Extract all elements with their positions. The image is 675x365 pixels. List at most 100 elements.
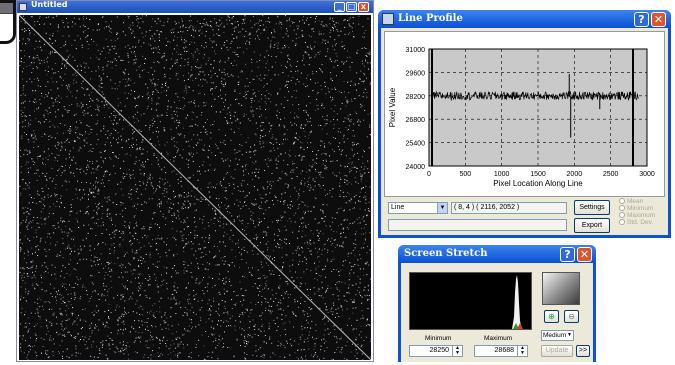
noise-pixel: [336, 281, 338, 283]
noise-pixel: [124, 287, 126, 289]
noise-pixel: [324, 167, 325, 169]
noise-pixel: [62, 265, 64, 267]
noise-pixel: [253, 186, 255, 188]
noise-pixel: [250, 146, 251, 148]
noise-pixel: [98, 89, 100, 91]
noise-pixel: [242, 228, 244, 230]
noise-pixel: [330, 100, 332, 102]
noise-pixel: [172, 237, 174, 238]
noise-pixel: [270, 356, 272, 358]
noise-pixel: [22, 78, 24, 80]
noise-pixel: [201, 45, 203, 47]
noise-pixel: [329, 225, 331, 227]
noise-pixel: [346, 180, 348, 182]
noise-pixel: [343, 227, 345, 229]
minimize-icon[interactable]: _: [334, 2, 345, 12]
noise-pixel: [154, 20, 156, 22]
noise-pixel: [229, 318, 231, 320]
noise-pixel: [96, 213, 98, 215]
noise-pixel: [349, 171, 351, 173]
noise-pixel: [215, 187, 216, 189]
noise-pixel: [293, 214, 295, 216]
noise-pixel: [62, 22, 64, 24]
noise-pixel: [175, 339, 177, 340]
noise-pixel: [251, 62, 253, 63]
noise-pixel: [149, 252, 151, 254]
noise-pixel: [63, 26, 65, 28]
noise-pixel: [133, 117, 135, 119]
noise-pixel: [139, 294, 141, 296]
noise-pixel: [197, 125, 199, 127]
noise-pixel: [333, 30, 334, 32]
noise-pixel: [185, 330, 187, 332]
noise-pixel: [307, 243, 309, 245]
noise-pixel: [87, 232, 89, 234]
noise-pixel: [98, 348, 100, 350]
noise-pixel: [250, 151, 252, 153]
noise-pixel: [246, 341, 248, 343]
noise-pixel: [72, 173, 74, 174]
noise-pixel: [309, 189, 311, 191]
noise-pixel: [287, 293, 289, 295]
image-window-titlebar[interactable]: Untitled _ □ x: [17, 0, 373, 13]
noise-pixel: [172, 117, 174, 119]
noise-pixel: [65, 41, 67, 43]
noise-pixel: [37, 245, 39, 247]
noise-pixel: [284, 126, 286, 128]
noise-pixel: [307, 248, 309, 249]
noise-pixel: [324, 119, 326, 121]
noise-pixel: [26, 161, 28, 163]
noise-pixel: [354, 135, 356, 137]
noise-pixel: [149, 179, 151, 181]
noise-pixel: [203, 161, 205, 163]
maximize-icon[interactable]: □: [346, 2, 357, 12]
noise-pixel: [275, 157, 277, 159]
noise-pixel: [177, 73, 179, 75]
noise-pixel: [313, 46, 315, 48]
noise-pixel: [119, 245, 121, 247]
noise-pixel: [308, 95, 310, 97]
noise-pixel: [98, 271, 100, 273]
noise-pixel: [223, 78, 225, 80]
noise-pixel: [143, 113, 145, 115]
noise-pixel: [155, 326, 157, 328]
noise-pixel: [257, 301, 259, 303]
close-icon[interactable]: x: [358, 2, 369, 12]
noise-pixel: [273, 29, 275, 31]
image-canvas[interactable]: [18, 14, 372, 361]
noise-pixel: [315, 54, 317, 56]
noise-pixel: [321, 21, 323, 23]
noise-pixel: [282, 267, 284, 269]
noise-pixel: [253, 203, 255, 205]
noise-pixel: [346, 227, 348, 229]
noise-pixel: [112, 202, 114, 204]
noise-pixel: [309, 315, 311, 317]
noise-pixel: [225, 173, 227, 175]
noise-pixel: [336, 75, 337, 77]
noise-pixel: [296, 285, 298, 287]
noise-pixel: [187, 114, 188, 116]
noise-pixel: [337, 131, 339, 133]
noise-pixel: [343, 219, 345, 221]
noise-pixel: [292, 163, 294, 165]
noise-pixel: [195, 250, 197, 252]
noise-pixel: [224, 197, 226, 198]
noise-pixel: [204, 170, 206, 172]
noise-pixel: [138, 282, 140, 284]
noise-pixel: [323, 268, 325, 270]
noise-pixel: [100, 156, 102, 158]
noise-pixel: [151, 26, 153, 28]
noise-pixel: [203, 247, 205, 249]
noise-pixel: [20, 286, 22, 288]
noise-pixel: [308, 64, 310, 66]
noise-pixel: [245, 308, 247, 310]
noise-pixel: [257, 288, 259, 289]
noise-pixel: [265, 20, 267, 22]
noise-pixel: [114, 229, 116, 231]
noise-pixel: [314, 21, 316, 23]
noise-pixel: [132, 137, 134, 139]
noise-pixel: [293, 22, 295, 23]
noise-pixel: [120, 233, 122, 234]
noise-pixel: [22, 126, 24, 128]
noise-pixel: [299, 136, 301, 138]
